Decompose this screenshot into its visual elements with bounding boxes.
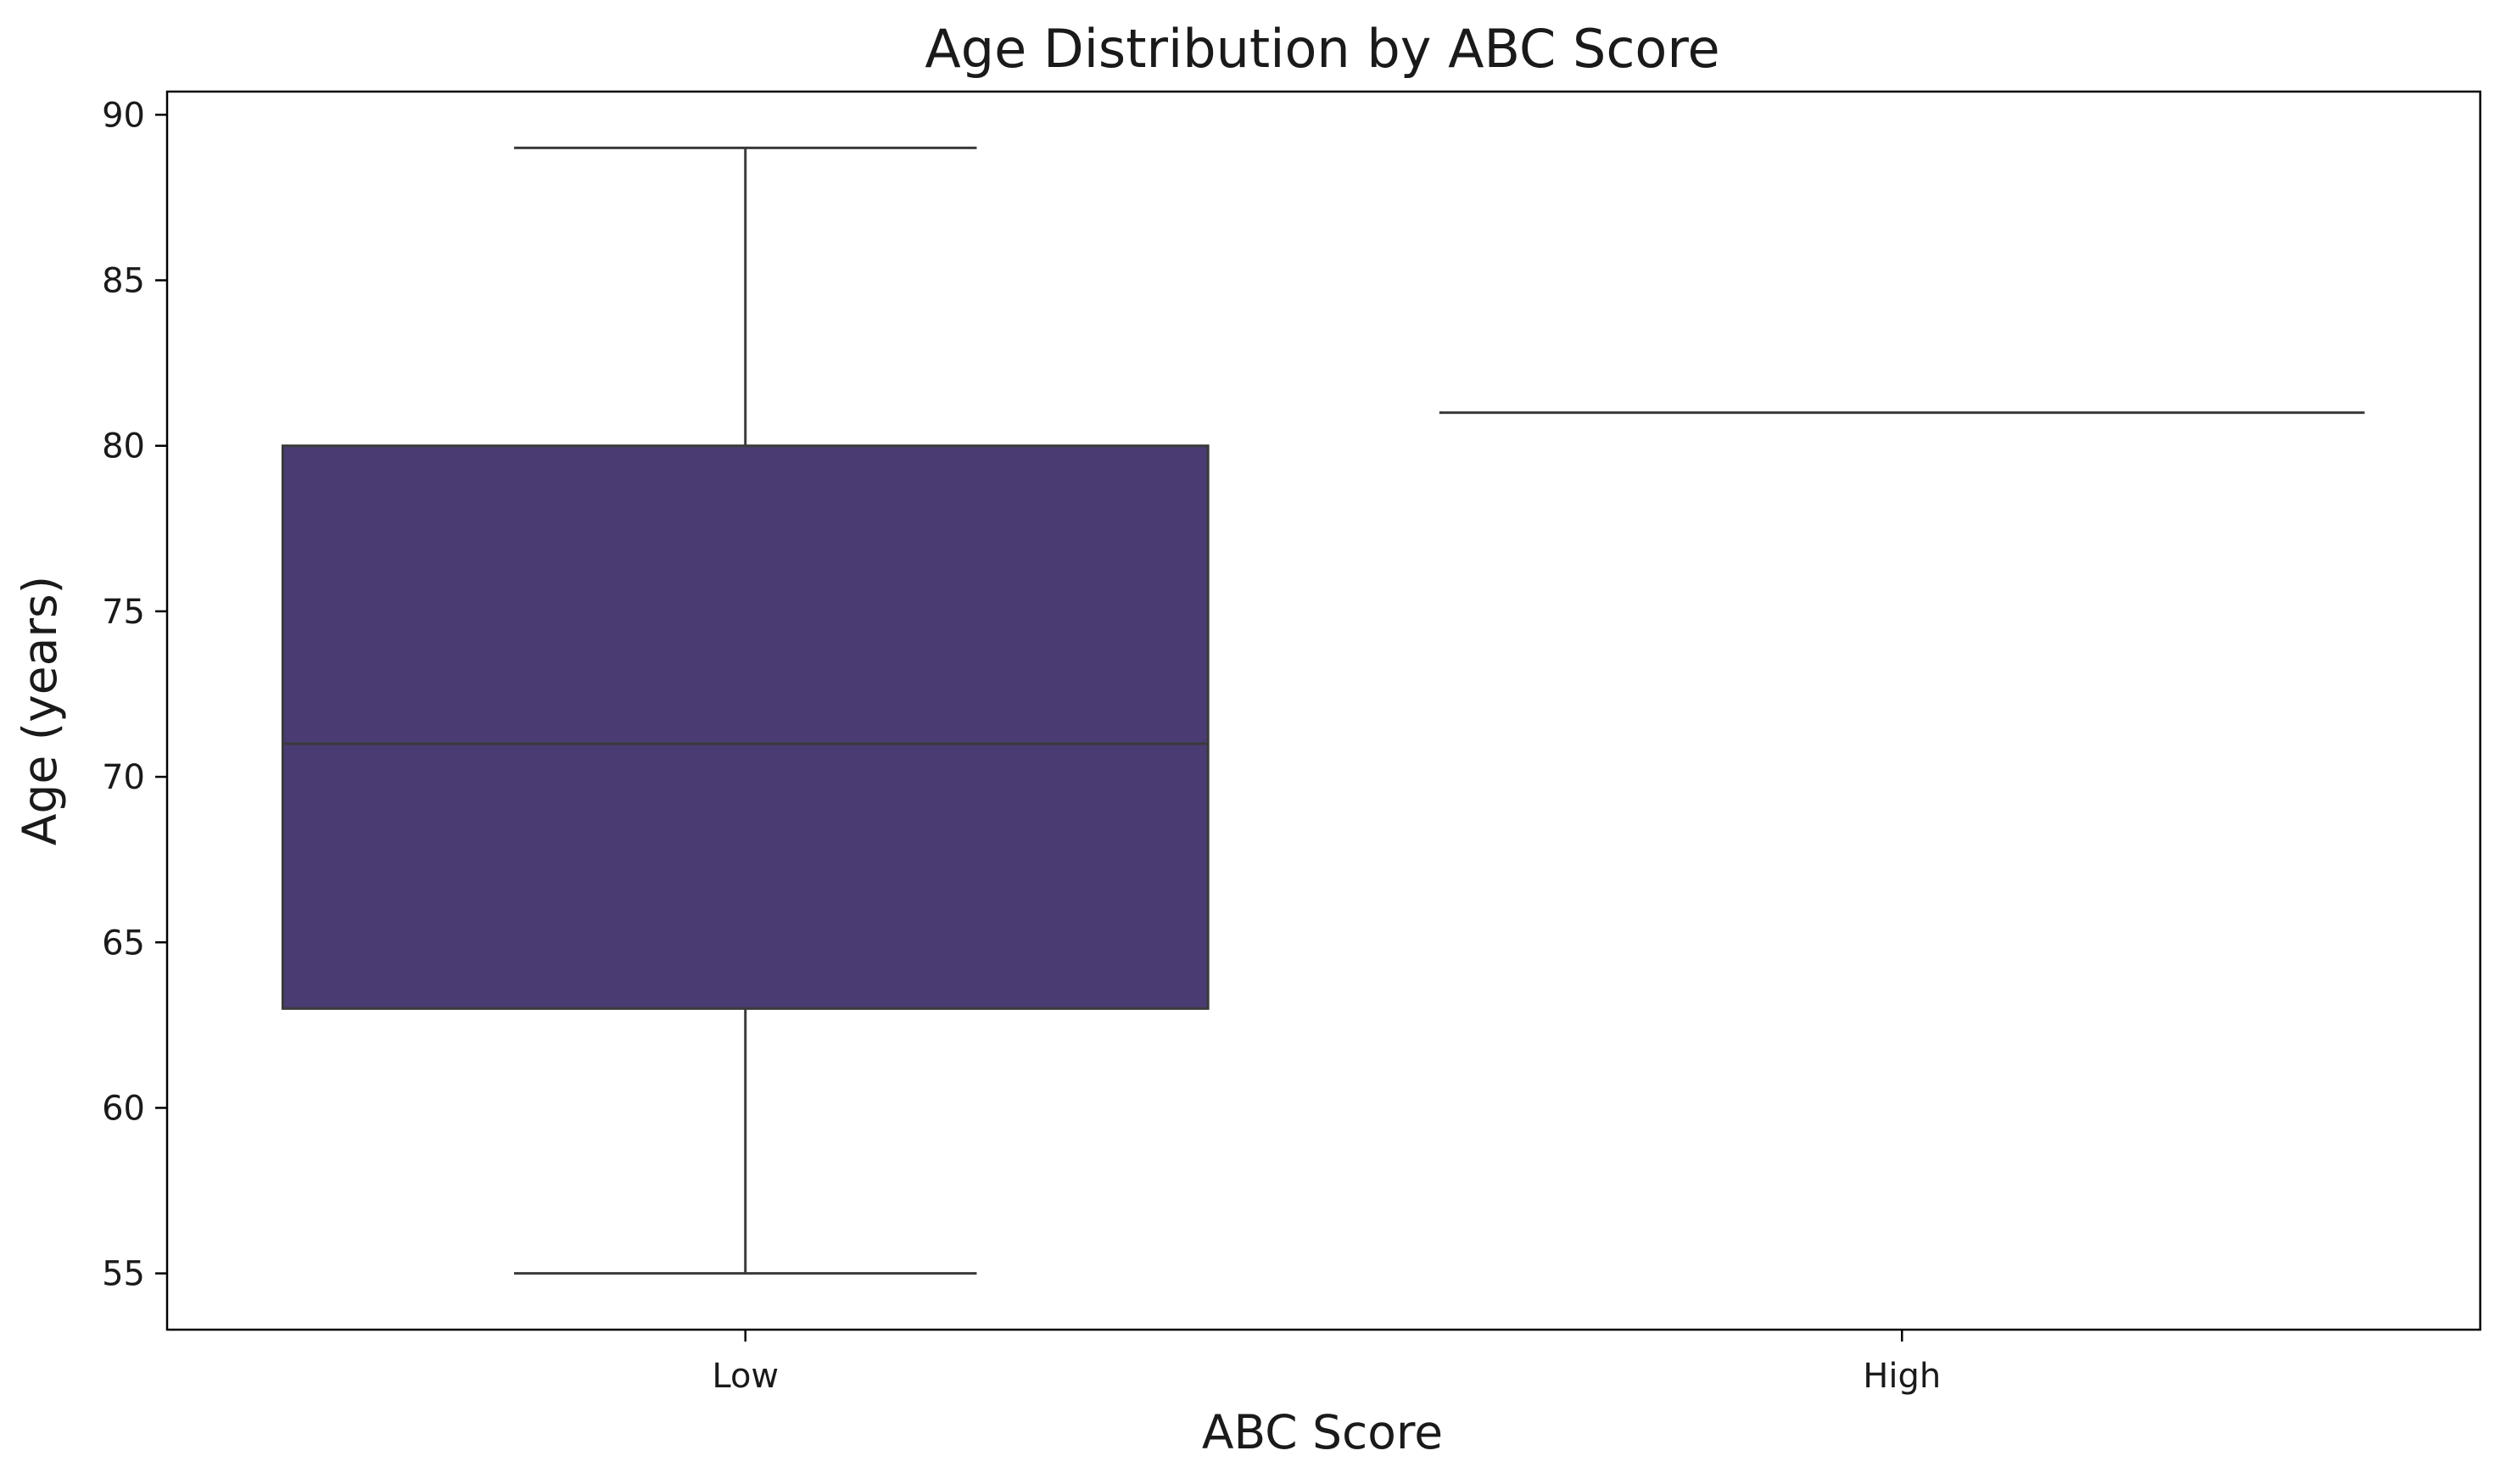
chart-title: Age Distribution by ABC Score (925, 18, 1719, 80)
y-tick-label: 65 (102, 923, 145, 962)
box-plots (281, 146, 2365, 1275)
y-tick-label: 55 (102, 1255, 145, 1294)
y-tick-label: 60 (102, 1089, 145, 1128)
y-tick-label: 75 (102, 593, 145, 632)
y-tick-label: 80 (102, 427, 145, 466)
y-axis-title: Age (years) (13, 576, 67, 845)
y-tick-label: 85 (102, 262, 145, 301)
x-axis: Low High (712, 1330, 1941, 1396)
y-axis: 55 60 65 70 75 80 85 90 (102, 96, 167, 1294)
y-tick-label: 90 (102, 96, 145, 135)
x-axis-title: ABC Score (1202, 1405, 1443, 1459)
x-tick-label: High (1863, 1357, 1941, 1396)
iqr-box (281, 444, 1210, 1010)
plot-frame (165, 90, 2482, 1331)
y-tick-label: 70 (102, 758, 145, 797)
x-tick-label: Low (712, 1357, 779, 1396)
box-low (281, 146, 1210, 1275)
